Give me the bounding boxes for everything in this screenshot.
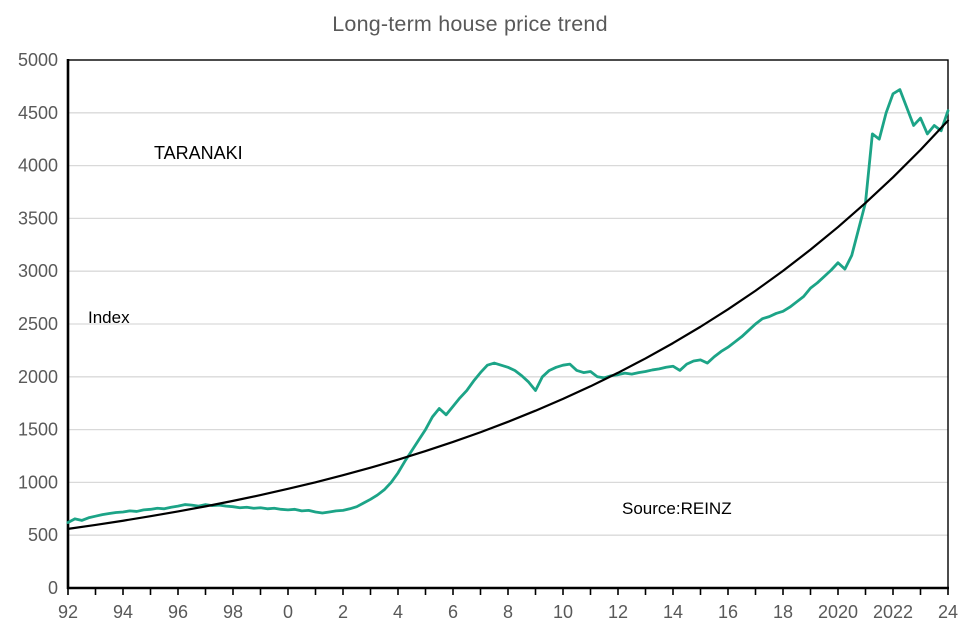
y-tick-label: 1500 (18, 420, 58, 440)
x-tick-label: 2 (338, 602, 348, 622)
trend-line (66, 119, 950, 530)
source-label: Source:REINZ (622, 499, 732, 518)
x-tick-label: 10 (553, 602, 573, 622)
x-tick-label: 12 (608, 602, 628, 622)
y-axis-title: Index (88, 308, 130, 327)
x-tick-label: 16 (718, 602, 738, 622)
x-tick-label: 94 (113, 602, 133, 622)
x-tick-label: 6 (448, 602, 458, 622)
y-tick-label: 0 (48, 578, 58, 598)
x-tick-label: 96 (168, 602, 188, 622)
region-label: TARANAKI (154, 143, 243, 163)
x-tick-label: 98 (223, 602, 243, 622)
x-tick-label: 92 (58, 602, 78, 622)
x-tick-label: 18 (773, 602, 793, 622)
y-tick-label: 1000 (18, 472, 58, 492)
y-tick-label: 5000 (18, 50, 58, 70)
x-tick-label: 8 (503, 602, 513, 622)
x-tick-label: 24 (938, 602, 958, 622)
x-tick-label: 2020 (818, 602, 858, 622)
y-tick-label: 4500 (18, 103, 58, 123)
y-tick-label: 3500 (18, 208, 58, 228)
x-tick-label: 0 (283, 602, 293, 622)
chart-title: Long-term house price trend (332, 12, 608, 36)
x-tick-label: 14 (663, 602, 683, 622)
y-tick-label: 500 (28, 525, 58, 545)
x-tick-label: 4 (393, 602, 403, 622)
y-tick-label: 2000 (18, 367, 58, 387)
y-tick-label: 2500 (18, 314, 58, 334)
x-tick-label: 2022 (873, 602, 913, 622)
y-tick-label: 4000 (18, 156, 58, 176)
y-tick-label: 3000 (18, 261, 58, 281)
